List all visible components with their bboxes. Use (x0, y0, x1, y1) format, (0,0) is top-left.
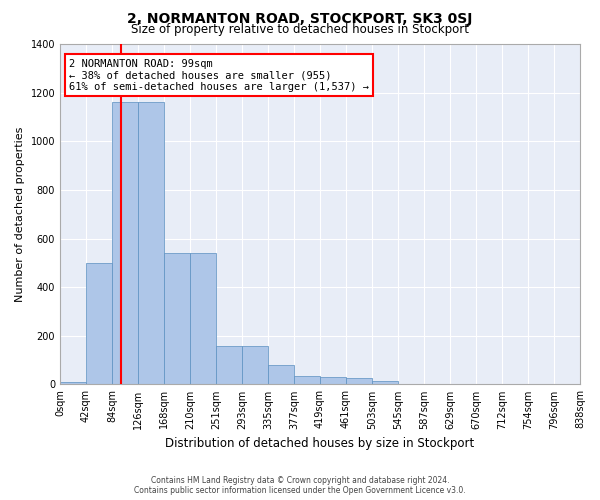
Bar (138, 102, 164, 384)
Bar (60, 382, 86, 384)
Bar (268, 365, 294, 384)
Text: 2 NORMANTON ROAD: 99sqm
← 38% of detached houses are smaller (955)
61% of semi-d: 2 NORMANTON ROAD: 99sqm ← 38% of detache… (69, 58, 369, 92)
Bar (86, 263, 112, 384)
Bar (112, 102, 138, 384)
Bar (294, 376, 320, 384)
Text: 2, NORMANTON ROAD, STOCKPORT, SK3 0SJ: 2, NORMANTON ROAD, STOCKPORT, SK3 0SJ (127, 12, 473, 26)
Bar (320, 377, 346, 384)
Bar (190, 253, 216, 384)
Bar (242, 346, 268, 385)
Bar (346, 378, 372, 384)
Text: Size of property relative to detached houses in Stockport: Size of property relative to detached ho… (131, 22, 469, 36)
Bar (372, 381, 398, 384)
X-axis label: Distribution of detached houses by size in Stockport: Distribution of detached houses by size … (166, 437, 475, 450)
Y-axis label: Number of detached properties: Number of detached properties (15, 126, 25, 302)
Bar (216, 346, 242, 385)
Bar (164, 253, 190, 384)
Text: Contains HM Land Registry data © Crown copyright and database right 2024.
Contai: Contains HM Land Registry data © Crown c… (134, 476, 466, 495)
